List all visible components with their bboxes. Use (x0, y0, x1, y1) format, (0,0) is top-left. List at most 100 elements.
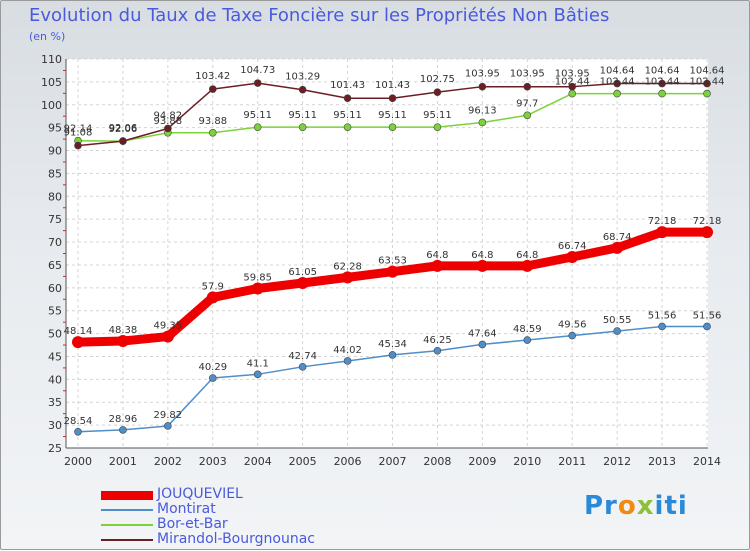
data-label: 95.11 (378, 110, 407, 121)
y-tick-label: 100 (41, 99, 62, 112)
data-label: 40.29 (198, 362, 227, 373)
data-labels: 48.14 48.38 49.35 57.9 59.85 61.05 62.28 63.53 6… (64, 65, 725, 427)
data-label: 102.44 (555, 77, 590, 88)
x-tick-label: 2011 (558, 455, 586, 468)
data-label: 92.06 (109, 123, 138, 134)
data-label: 104.64 (690, 66, 725, 77)
data-point (703, 89, 711, 98)
data-label: 95.11 (243, 110, 272, 121)
data-label: 64.8 (516, 250, 538, 261)
data-label: 28.96 (109, 414, 138, 425)
legend-item: JOUQUEVIEL (101, 487, 361, 502)
data-point (658, 79, 666, 88)
data-point (523, 336, 532, 344)
legend-swatch (101, 539, 153, 541)
data-label: 48.59 (513, 324, 542, 335)
data-point (478, 340, 487, 349)
data-point (251, 282, 264, 295)
data-label: 103.95 (555, 69, 590, 80)
x-tick-label: 2004 (244, 455, 272, 468)
data-point (613, 327, 621, 335)
data-point (296, 277, 309, 290)
data-label: 48.14 (64, 326, 93, 337)
y-tick-label: 30 (48, 419, 62, 432)
data-label: 104.64 (600, 66, 635, 77)
chart-unit: (en %) (29, 30, 66, 43)
x-tick-label: 2006 (334, 455, 362, 468)
data-label: 64.8 (426, 250, 448, 261)
data-label: 102.44 (690, 77, 725, 88)
data-point (701, 226, 713, 239)
data-point (433, 123, 442, 131)
data-point (253, 79, 262, 87)
data-point (613, 79, 621, 88)
chart-legend: JOUQUEVIEL Montirat Bor-et-Bar Mirandol-Bou… (101, 487, 361, 547)
data-label: 66.74 (558, 241, 587, 252)
data-point (116, 335, 129, 348)
data-point (568, 331, 577, 340)
x-tick-label: 2007 (379, 455, 407, 468)
data-point (658, 89, 666, 98)
chart-title: Evolution du Taux de Taxe Foncière sur l… (29, 5, 610, 26)
data-point (343, 94, 352, 103)
data-point (72, 336, 84, 349)
data-point (253, 370, 262, 379)
y-tick-label: 60 (48, 282, 62, 295)
x-tick-label: 2012 (603, 455, 631, 468)
data-label: 45.34 (378, 339, 407, 350)
y-tick-label: 50 (48, 328, 62, 341)
x-tick-label: 2005 (289, 455, 317, 468)
data-label: 102.75 (420, 74, 455, 85)
data-point (164, 422, 172, 430)
legend-label: Montirat (157, 501, 216, 517)
data-label: 28.54 (64, 416, 93, 427)
data-point (433, 88, 442, 96)
x-tick-label: 2003 (199, 455, 227, 468)
data-point (566, 250, 579, 263)
data-label: 96.13 (468, 105, 497, 116)
data-label: 92.06 (109, 124, 138, 135)
data-label: 61.05 (288, 267, 317, 278)
y-tick-label: 80 (48, 190, 62, 203)
y-tick-label: 110 (41, 53, 62, 66)
data-label: 62.28 (333, 261, 362, 272)
y-tick-label: 105 (41, 76, 62, 89)
data-label: 92.14 (64, 124, 93, 135)
data-point (521, 259, 534, 272)
data-point (298, 123, 307, 131)
proxiti-logo: Proxiti (584, 491, 688, 521)
data-label: 72.18 (648, 216, 677, 227)
data-label: 102.44 (600, 77, 635, 88)
data-label: 72.18 (693, 216, 722, 227)
data-point (478, 82, 487, 91)
x-tick-label: 2010 (513, 455, 541, 468)
data-point (476, 259, 489, 272)
data-point (656, 226, 669, 239)
data-point (703, 79, 711, 88)
data-point (206, 291, 219, 304)
data-point (208, 85, 217, 93)
data-label: 101.43 (330, 80, 365, 91)
legend-item: Montirat (101, 502, 361, 517)
data-point (568, 89, 577, 98)
y-tick-label: 35 (48, 396, 62, 409)
data-point (119, 137, 127, 145)
data-label: 44.02 (333, 345, 362, 356)
data-label: 48.38 (109, 325, 138, 336)
data-label: 97.7 (516, 98, 538, 109)
data-label: 91.08 (64, 128, 93, 139)
data-point (703, 322, 711, 331)
data-label: 95.11 (423, 110, 452, 121)
data-label: 42.74 (288, 351, 317, 362)
data-point (208, 128, 217, 137)
data-label: 103.95 (465, 69, 500, 80)
legend-item: Bor-et-Bar (101, 517, 361, 532)
data-label: 68.74 (603, 232, 632, 243)
data-point (478, 118, 487, 127)
data-point (298, 363, 307, 371)
data-point (431, 259, 444, 272)
data-point (119, 426, 127, 434)
x-tick-label: 2008 (423, 455, 451, 468)
data-label: 93.88 (154, 116, 183, 127)
